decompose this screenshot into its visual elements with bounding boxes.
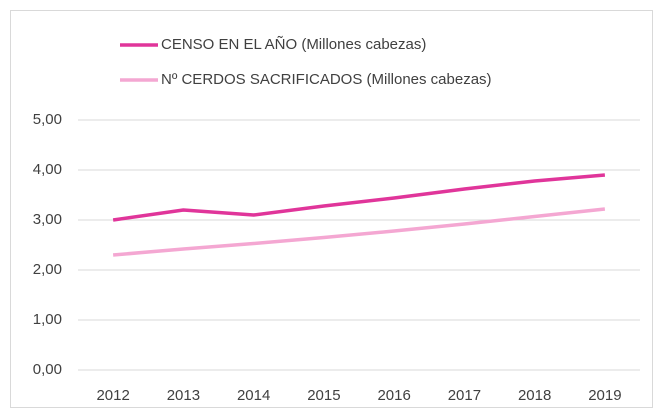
y-tick-label: 0,00 — [33, 361, 62, 378]
x-tick-label: 2015 — [307, 387, 340, 404]
legend-label: Nº CERDOS SACRIFICADOS (Millones cabezas… — [161, 71, 492, 88]
legend-label: CENSO EN EL AÑO (Millones cabezas) — [161, 36, 426, 53]
series-line — [112, 207, 606, 257]
x-tick-label: 2019 — [588, 387, 621, 404]
x-tick-label: 2018 — [518, 387, 551, 404]
x-tick-label: 2013 — [167, 387, 200, 404]
x-tick-label: 2016 — [377, 387, 410, 404]
y-tick-label: 5,00 — [33, 111, 62, 128]
x-tick-label: 2017 — [448, 387, 481, 404]
series-line — [112, 173, 606, 222]
chart-frame — [10, 10, 653, 408]
x-tick-label: 2012 — [96, 387, 129, 404]
y-tick-label: 1,00 — [33, 311, 62, 328]
y-tick-label: 4,00 — [33, 161, 62, 178]
y-tick-label: 2,00 — [33, 261, 62, 278]
y-tick-label: 3,00 — [33, 211, 62, 228]
x-tick-label: 2014 — [237, 387, 270, 404]
